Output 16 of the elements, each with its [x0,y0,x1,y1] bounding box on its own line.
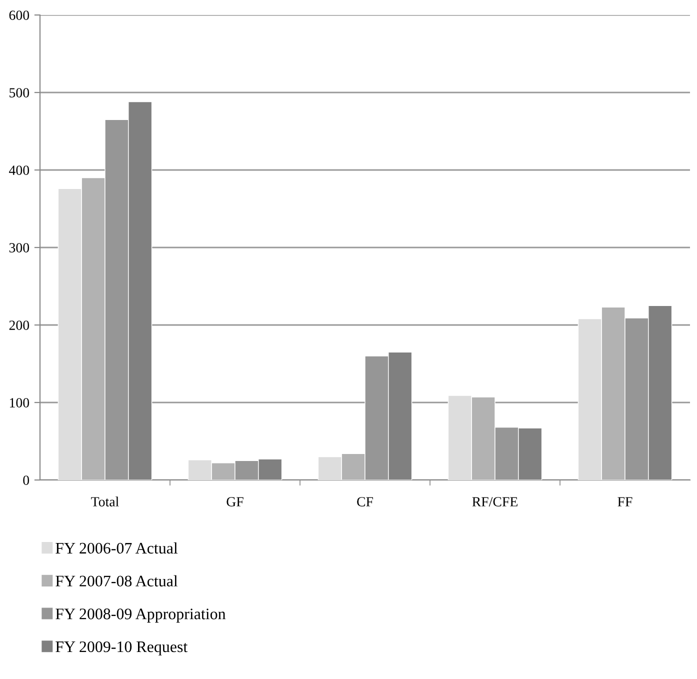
y-tick-label: 600 [9,10,30,20]
y-tick-label: 100 [10,398,30,408]
legend-label: FY 2007-08 Actual [56,575,178,586]
y-tick-label: 400 [9,166,30,175]
y-tick-label: 300 [9,243,30,252]
x-tick-label: CF [357,497,373,506]
x-tick-label: FF [618,497,632,506]
y-tick-label: 500 [10,88,30,98]
y-tick-label: 200 [9,320,30,330]
y-tick-label: 0 [23,476,30,485]
x-tick-label: Total [91,496,119,506]
legend-label: FY 2006-07 Actual [56,542,178,554]
legend-label: FY 2008-09 Appropriation [56,608,226,623]
legend-label: FY 2009-10 Request [56,641,188,656]
x-tick-label: GF [226,497,244,506]
x-tick-label: RF/CFE [472,497,518,506]
